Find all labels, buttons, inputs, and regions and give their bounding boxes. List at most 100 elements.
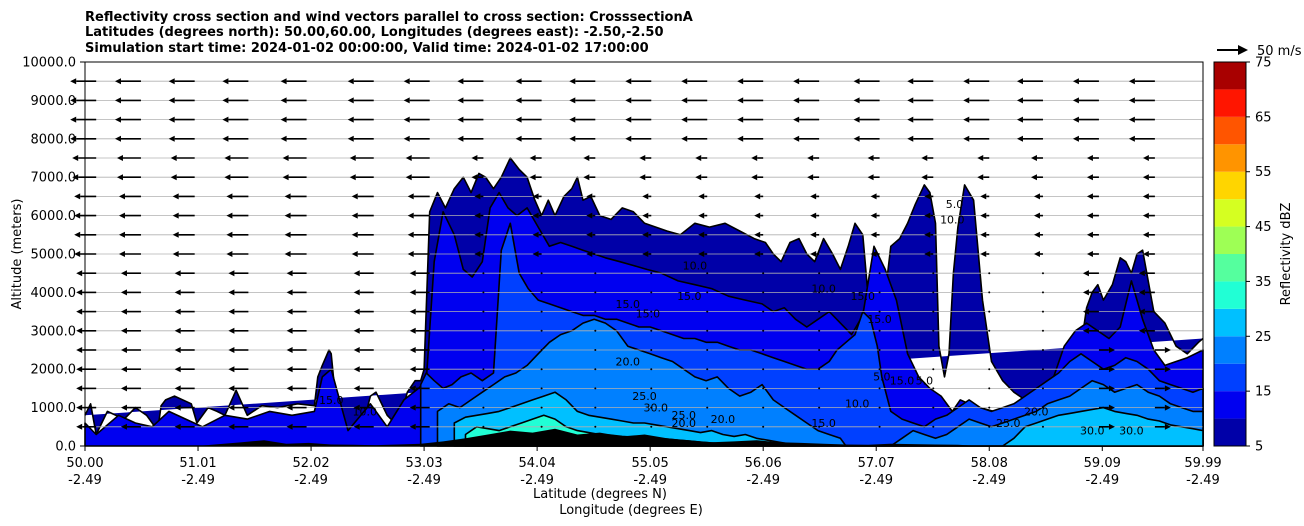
wind-vector-head <box>1072 78 1079 85</box>
wind-vector-head <box>681 135 688 142</box>
x-tick-label-lat: 51.01 <box>179 456 216 471</box>
wind-vector-head <box>457 78 464 85</box>
y-tick-label: 10000.0 <box>22 56 76 71</box>
wind-vector <box>482 310 485 313</box>
wind-vector <box>594 329 597 332</box>
wind-vector-head <box>1086 155 1093 161</box>
wind-vector-head <box>698 251 705 257</box>
wind-vector-head <box>282 174 289 181</box>
wind-vector-head <box>1086 174 1093 181</box>
wind-vector-head <box>282 155 289 161</box>
wind-vector-head <box>1108 423 1115 430</box>
wind-vector-head <box>226 212 233 219</box>
wind-vector-head <box>168 116 175 123</box>
x-tick-label-lat: 57.07 <box>858 456 895 471</box>
contour-label: 5.0 <box>916 375 934 388</box>
wind-vector-head <box>569 78 576 85</box>
wind-vector <box>482 329 485 332</box>
wind-vector-head <box>168 78 175 85</box>
wind-vector-head <box>280 116 287 123</box>
wind-vector <box>878 349 881 351</box>
wind-vector-head <box>353 308 360 315</box>
wind-vector-head <box>695 174 702 181</box>
wind-vector <box>988 406 991 409</box>
wind-vector-head <box>228 347 235 353</box>
wind-vector-head <box>1138 308 1145 315</box>
wind-vector <box>988 291 991 294</box>
wind-vector <box>650 329 653 332</box>
wind-vector <box>762 349 765 351</box>
wind-vector <box>650 272 653 275</box>
wind-vector-head <box>980 231 987 238</box>
wind-vector-head <box>224 174 231 181</box>
wind-vector-head <box>853 135 860 142</box>
wind-vector-head <box>409 385 416 392</box>
wind-vector-head <box>407 212 414 219</box>
wind-vector <box>818 349 821 351</box>
wind-vector-head <box>70 78 77 85</box>
wind-vector-head <box>569 116 576 123</box>
wind-vector-head <box>698 212 705 219</box>
wind-vector-head <box>924 231 931 238</box>
colorbar-band <box>1214 281 1246 309</box>
wind-vector <box>988 272 991 275</box>
x-tick-label-lat: 55.05 <box>632 456 669 471</box>
wind-vector <box>594 272 597 275</box>
wind-vector <box>818 387 821 390</box>
colorbar-band <box>1214 254 1246 282</box>
wind-vector-head <box>639 174 646 181</box>
wind-vector <box>540 425 543 428</box>
wind-vector-head <box>228 289 235 296</box>
wind-vector <box>988 368 991 371</box>
contour-label: 5.0 <box>873 371 891 384</box>
contour-label: 20.0 <box>616 355 641 368</box>
wind-vector-head <box>569 97 576 104</box>
y-tick-label: 5000.0 <box>31 248 77 263</box>
wind-vector-head <box>403 78 410 85</box>
wind-vector-head <box>284 231 291 238</box>
wind-vector-head <box>625 135 632 142</box>
wind-vector <box>594 368 597 371</box>
wind-vector-head <box>870 231 877 238</box>
y-tick-label: 6000.0 <box>31 209 77 224</box>
colorbar-tick-label: 5 <box>1255 440 1263 455</box>
wind-vector-head <box>353 270 360 277</box>
wind-vector-head <box>474 231 481 238</box>
wind-vector-head <box>853 78 860 85</box>
wind-vector-head <box>977 174 984 181</box>
wind-vector-head <box>280 135 287 142</box>
y-tick-label: 8000.0 <box>31 132 77 147</box>
wind-vector-head <box>403 135 410 142</box>
wind-vector-head <box>224 155 231 161</box>
wind-vector-head <box>793 116 800 123</box>
wind-vector-head <box>222 97 229 104</box>
contour-label: 15.0 <box>319 394 344 407</box>
wind-vector <box>594 349 597 351</box>
y-tick-label: 1000.0 <box>31 401 77 416</box>
y-tick-label: 7000.0 <box>31 171 77 186</box>
wind-vector-head <box>353 404 360 411</box>
wind-vector <box>932 368 935 371</box>
y-tick-label: 3000.0 <box>31 324 77 339</box>
wind-vector-head <box>353 423 360 430</box>
wind-vector-head <box>76 385 83 392</box>
wind-vector <box>650 406 653 409</box>
wind-vector-head <box>867 174 874 181</box>
wind-vector-head <box>76 327 83 334</box>
wind-vector-head <box>168 135 175 142</box>
wind-vector-head <box>118 251 125 257</box>
x-tick-label-lat: 50.00 <box>66 456 103 471</box>
wind-vector-head <box>76 347 83 353</box>
wind-vector <box>932 406 935 409</box>
wind-vector-head <box>351 212 358 219</box>
wind-vector-head <box>1086 212 1093 219</box>
colorbar-tick-label: 25 <box>1255 330 1272 345</box>
wind-vector <box>762 329 765 332</box>
x-tick-label-lat: 52.02 <box>292 456 329 471</box>
wind-vector <box>594 425 597 428</box>
wind-vector-head <box>286 385 293 392</box>
wind-vector <box>594 310 597 313</box>
wind-vector <box>482 349 485 351</box>
wind-vector-head <box>1164 404 1171 411</box>
wind-vector <box>762 387 765 390</box>
